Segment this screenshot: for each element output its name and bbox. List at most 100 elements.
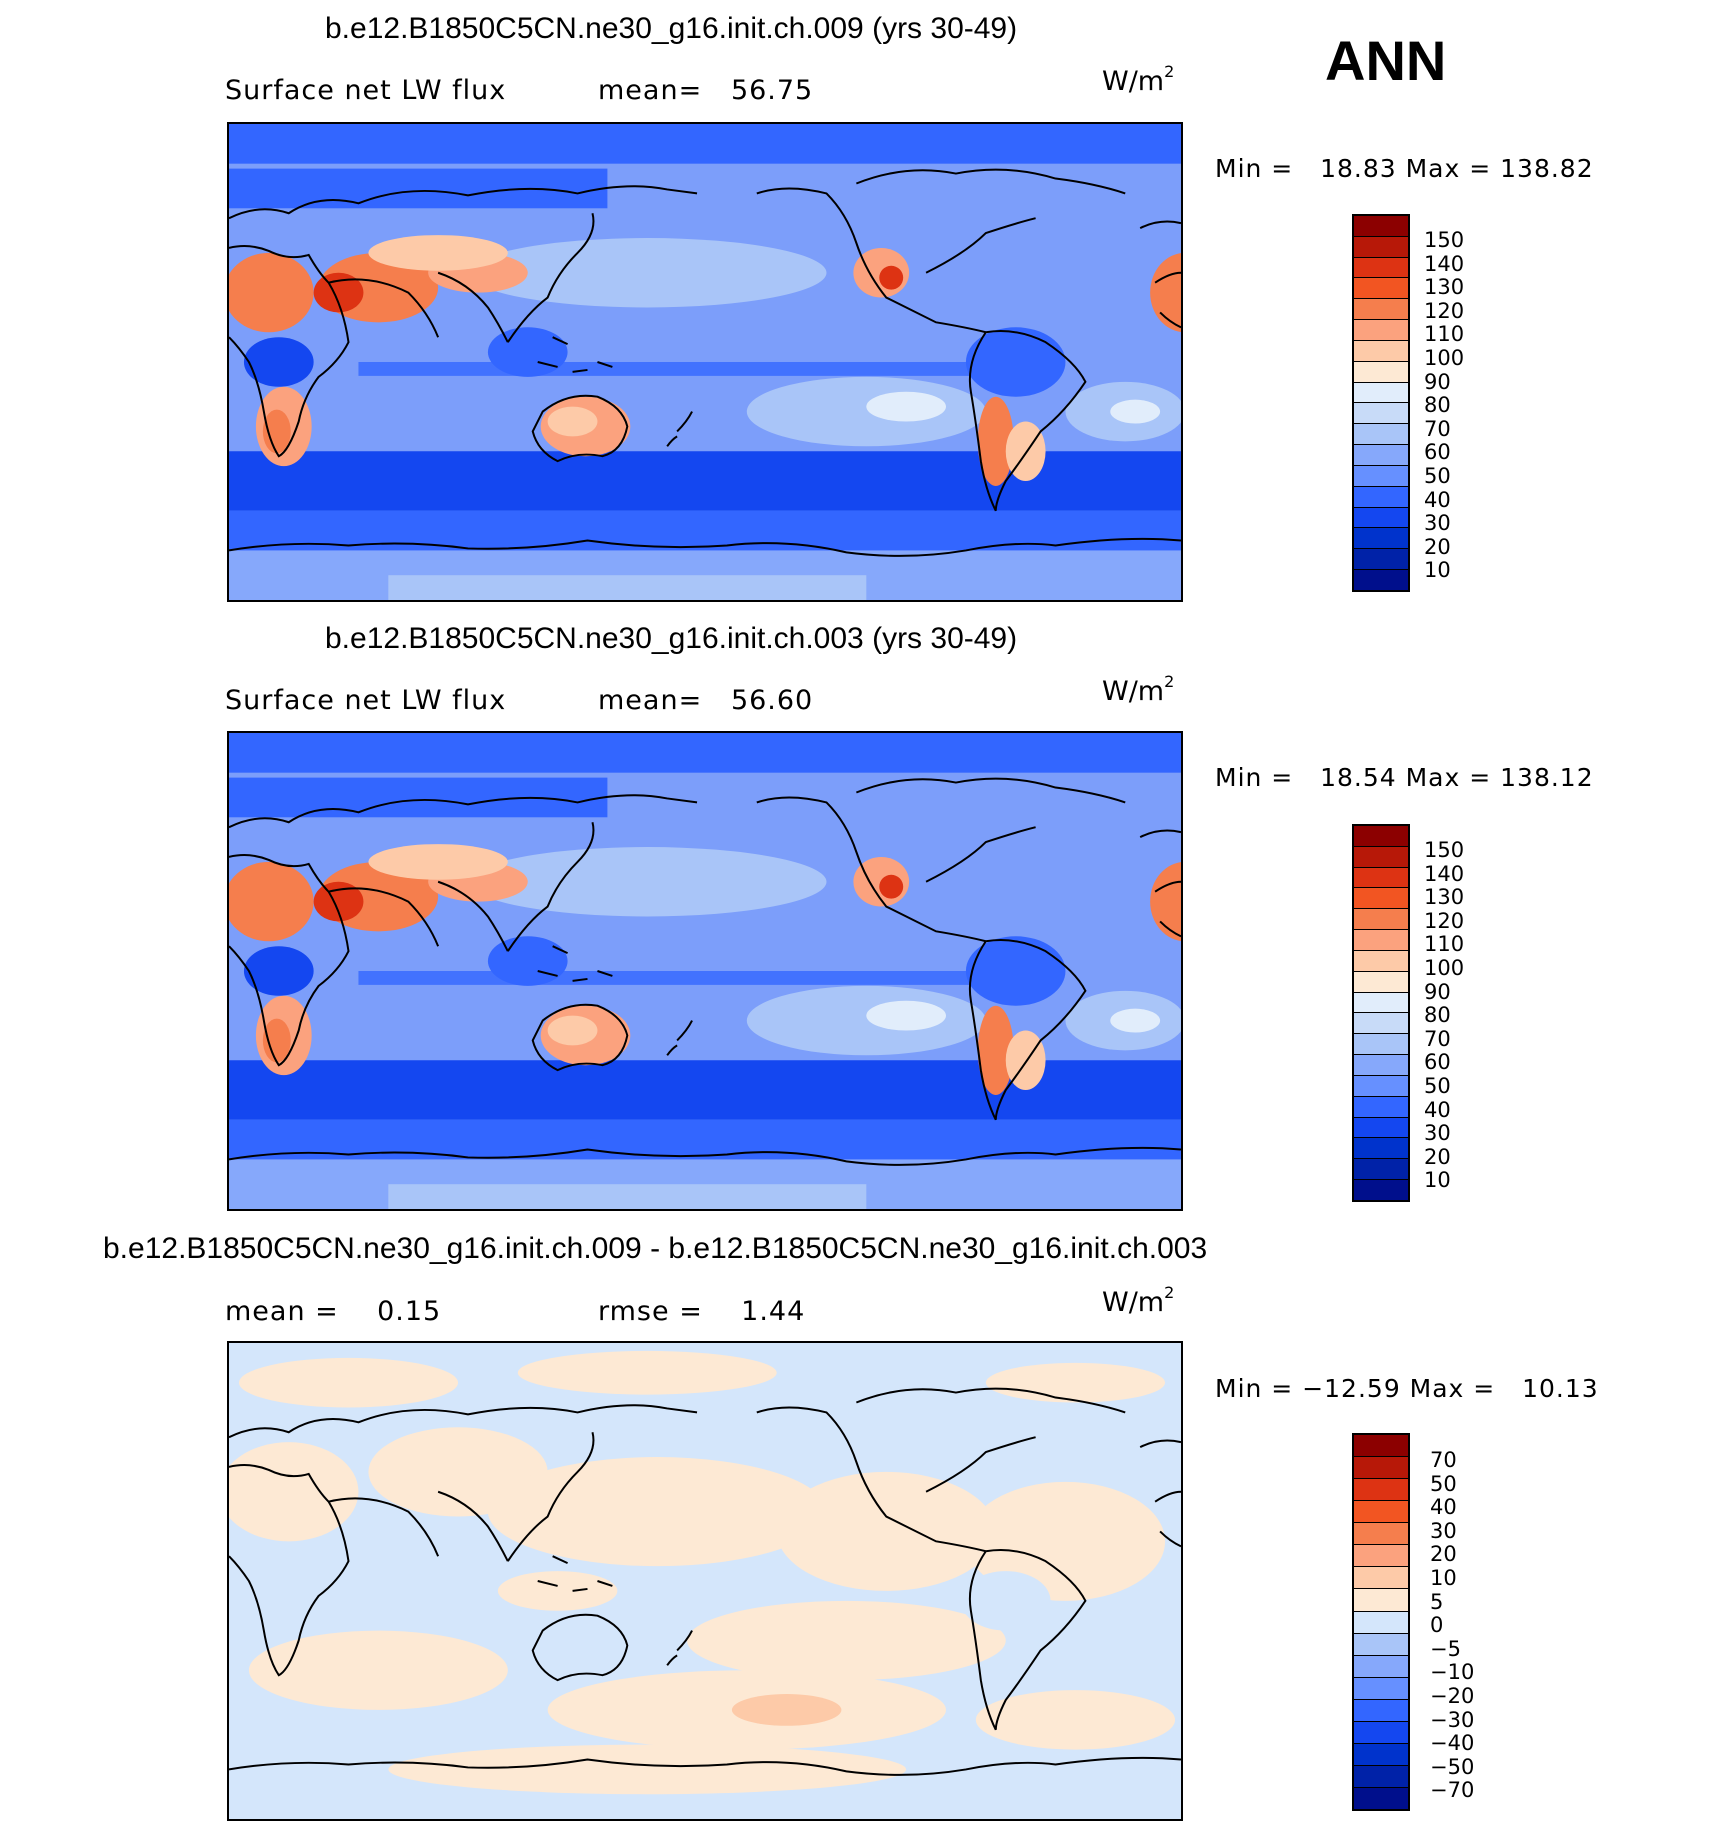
colorbar-tick: 80	[1424, 393, 1451, 418]
panel-3-minmax: Min = −12.59 Max = 10.13	[1215, 1374, 1599, 1403]
colorbar-tick: 20	[1424, 534, 1451, 559]
colorbar-tick: 50	[1430, 1471, 1457, 1496]
colorbar-swatch	[1354, 382, 1408, 404]
colorbar-swatch	[1354, 1138, 1408, 1160]
colorbar-swatch	[1354, 1457, 1408, 1480]
colorbar-swatch	[1354, 1523, 1408, 1546]
colorbar-tick: 0	[1430, 1613, 1444, 1638]
colorbar-swatch	[1354, 992, 1408, 1014]
colorbar-tick: 100	[1424, 346, 1465, 370]
panel-2-colorbar	[1352, 824, 1410, 1202]
colorbar-swatch	[1354, 1055, 1408, 1076]
panel-1-variable: Surface net LW flux	[225, 75, 507, 106]
colorbar-tick: 40	[1430, 1495, 1457, 1520]
colorbar-swatch	[1354, 1180, 1408, 1200]
colorbar-swatch	[1354, 1117, 1408, 1139]
colorbar-tick: 30	[1424, 1121, 1451, 1146]
colorbar-swatch	[1354, 1075, 1408, 1097]
panel-1-colorbar	[1352, 214, 1410, 592]
colorbar-tick: −20	[1430, 1684, 1475, 1708]
colorbar-tick: 10	[1430, 1566, 1457, 1590]
panel-3-map	[227, 1341, 1183, 1821]
colorbar-swatch	[1354, 549, 1408, 571]
colorbar-tick: 60	[1424, 440, 1451, 465]
colorbar-swatch	[1354, 424, 1408, 446]
colorbar-swatch	[1354, 1501, 1408, 1524]
panel-2-map	[227, 731, 1183, 1211]
colorbar-tick: 150	[1424, 228, 1465, 252]
colorbar-swatch	[1354, 257, 1408, 279]
colorbar-swatch	[1354, 1034, 1408, 1056]
panel-3-rmse: rmse = 1.44	[598, 1296, 806, 1327]
colorbar-swatch	[1354, 867, 1408, 889]
colorbar-swatch	[1354, 1013, 1408, 1035]
panel-2-minmax: Min = 18.54 Max = 138.12	[1215, 763, 1594, 792]
colorbar-swatch	[1354, 1765, 1408, 1788]
colorbar-swatch	[1354, 528, 1408, 550]
colorbar-swatch	[1354, 236, 1408, 258]
colorbar-swatch	[1354, 930, 1408, 951]
colorbar-swatch	[1354, 1721, 1408, 1744]
colorbar-tick: 70	[1424, 1026, 1451, 1051]
colorbar-swatch	[1354, 1743, 1408, 1766]
colorbar-tick: −40	[1430, 1731, 1475, 1756]
colorbar-swatch	[1354, 1159, 1408, 1181]
colorbar-swatch	[1354, 1611, 1408, 1634]
colorbar-tick: 20	[1424, 1144, 1451, 1169]
colorbar-tick: 70	[1424, 416, 1451, 441]
colorbar-swatch	[1354, 570, 1408, 590]
colorbar-tick: 110	[1424, 322, 1465, 347]
panel-1-map	[227, 122, 1183, 602]
colorbar-swatch	[1354, 465, 1408, 487]
season-label: ANN	[1325, 29, 1447, 92]
colorbar-swatch	[1354, 403, 1408, 425]
colorbar-swatch	[1354, 278, 1408, 300]
panel-3-title: b.e12.B1850C5CN.ne30_g16.init.ch.009 - b…	[103, 1232, 1208, 1265]
colorbar-swatch	[1354, 1699, 1408, 1722]
colorbar-tick: −10	[1430, 1660, 1475, 1685]
colorbar-tick: 120	[1424, 298, 1465, 323]
colorbar-swatch	[1354, 1677, 1408, 1700]
colorbar-swatch	[1354, 1655, 1408, 1678]
colorbar-swatch	[1354, 846, 1408, 868]
colorbar-swatch	[1354, 888, 1408, 910]
colorbar-tick: 130	[1424, 885, 1465, 910]
colorbar-tick: 50	[1424, 464, 1451, 488]
colorbar-tick: 10	[1424, 1168, 1451, 1193]
colorbar-tick: 150	[1424, 838, 1465, 862]
colorbar-swatch	[1354, 1633, 1408, 1656]
colorbar-swatch	[1354, 1096, 1408, 1118]
colorbar-swatch	[1354, 1479, 1408, 1502]
colorbar-tick: 90	[1424, 369, 1451, 394]
colorbar-swatch	[1354, 950, 1408, 972]
panel-1-title: b.e12.B1850C5CN.ne30_g16.init.ch.009 (yr…	[325, 12, 1018, 45]
colorbar-tick: 40	[1424, 487, 1451, 512]
colorbar-tick: 120	[1424, 908, 1465, 933]
colorbar-tick: 60	[1424, 1050, 1451, 1075]
colorbar-tick: 130	[1424, 275, 1465, 300]
colorbar-swatch	[1354, 507, 1408, 529]
colorbar-tick: −50	[1430, 1754, 1475, 1779]
colorbar-tick: 30	[1424, 511, 1451, 536]
colorbar-swatch	[1354, 971, 1408, 993]
colorbar-swatch	[1354, 445, 1408, 466]
colorbar-swatch	[1354, 216, 1408, 237]
panel-1-mean: mean= 56.75	[598, 75, 814, 106]
colorbar-tick: 80	[1424, 1003, 1451, 1028]
panel-2-title: b.e12.B1850C5CN.ne30_g16.init.ch.003 (yr…	[325, 622, 1018, 655]
colorbar-tick: 40	[1424, 1097, 1451, 1122]
panel-3-units: W/m2	[1102, 1283, 1175, 1318]
colorbar-tick: 100	[1424, 956, 1465, 980]
colorbar-swatch	[1354, 1435, 1408, 1458]
colorbar-tick: 140	[1424, 861, 1465, 886]
colorbar-tick: 10	[1424, 558, 1451, 583]
colorbar-tick: 140	[1424, 251, 1465, 276]
panel-2-units: W/m2	[1102, 672, 1175, 707]
colorbar-tick: −70	[1430, 1778, 1475, 1803]
colorbar-tick: 30	[1430, 1518, 1457, 1543]
panel-2-mean: mean= 56.60	[598, 685, 814, 716]
panel-2-variable: Surface net LW flux	[225, 685, 507, 716]
colorbar-tick: 5	[1430, 1589, 1444, 1614]
colorbar-swatch	[1354, 1589, 1408, 1612]
colorbar-tick: 70	[1430, 1448, 1457, 1472]
